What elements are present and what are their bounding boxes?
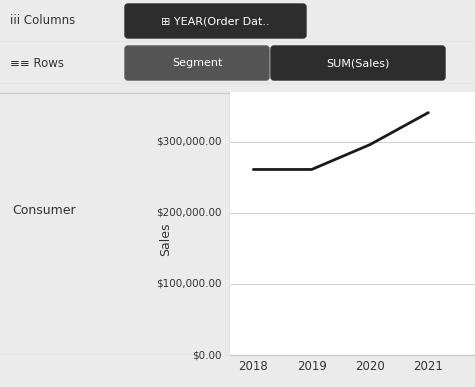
Text: $100,000.00: $100,000.00 [156,279,222,289]
Text: ≡≡ Rows: ≡≡ Rows [10,57,64,70]
Text: ⊞ YEAR(Order Dat..: ⊞ YEAR(Order Dat.. [161,16,270,26]
Text: SUM(Sales): SUM(Sales) [326,58,390,68]
Text: Sales: Sales [159,223,172,256]
Text: 2018: 2018 [238,360,268,373]
Text: $300,000.00: $300,000.00 [156,137,222,147]
Text: $0.00: $0.00 [192,350,222,360]
FancyBboxPatch shape [271,46,445,80]
FancyBboxPatch shape [125,4,306,38]
Text: $200,000.00: $200,000.00 [156,208,222,218]
Text: iii Columns: iii Columns [10,14,75,27]
FancyBboxPatch shape [125,46,269,80]
Text: Segment: Segment [172,58,222,68]
Text: 2021: 2021 [413,360,443,373]
Text: 2020: 2020 [355,360,385,373]
Text: Consumer: Consumer [12,204,76,217]
Text: 2019: 2019 [297,360,327,373]
